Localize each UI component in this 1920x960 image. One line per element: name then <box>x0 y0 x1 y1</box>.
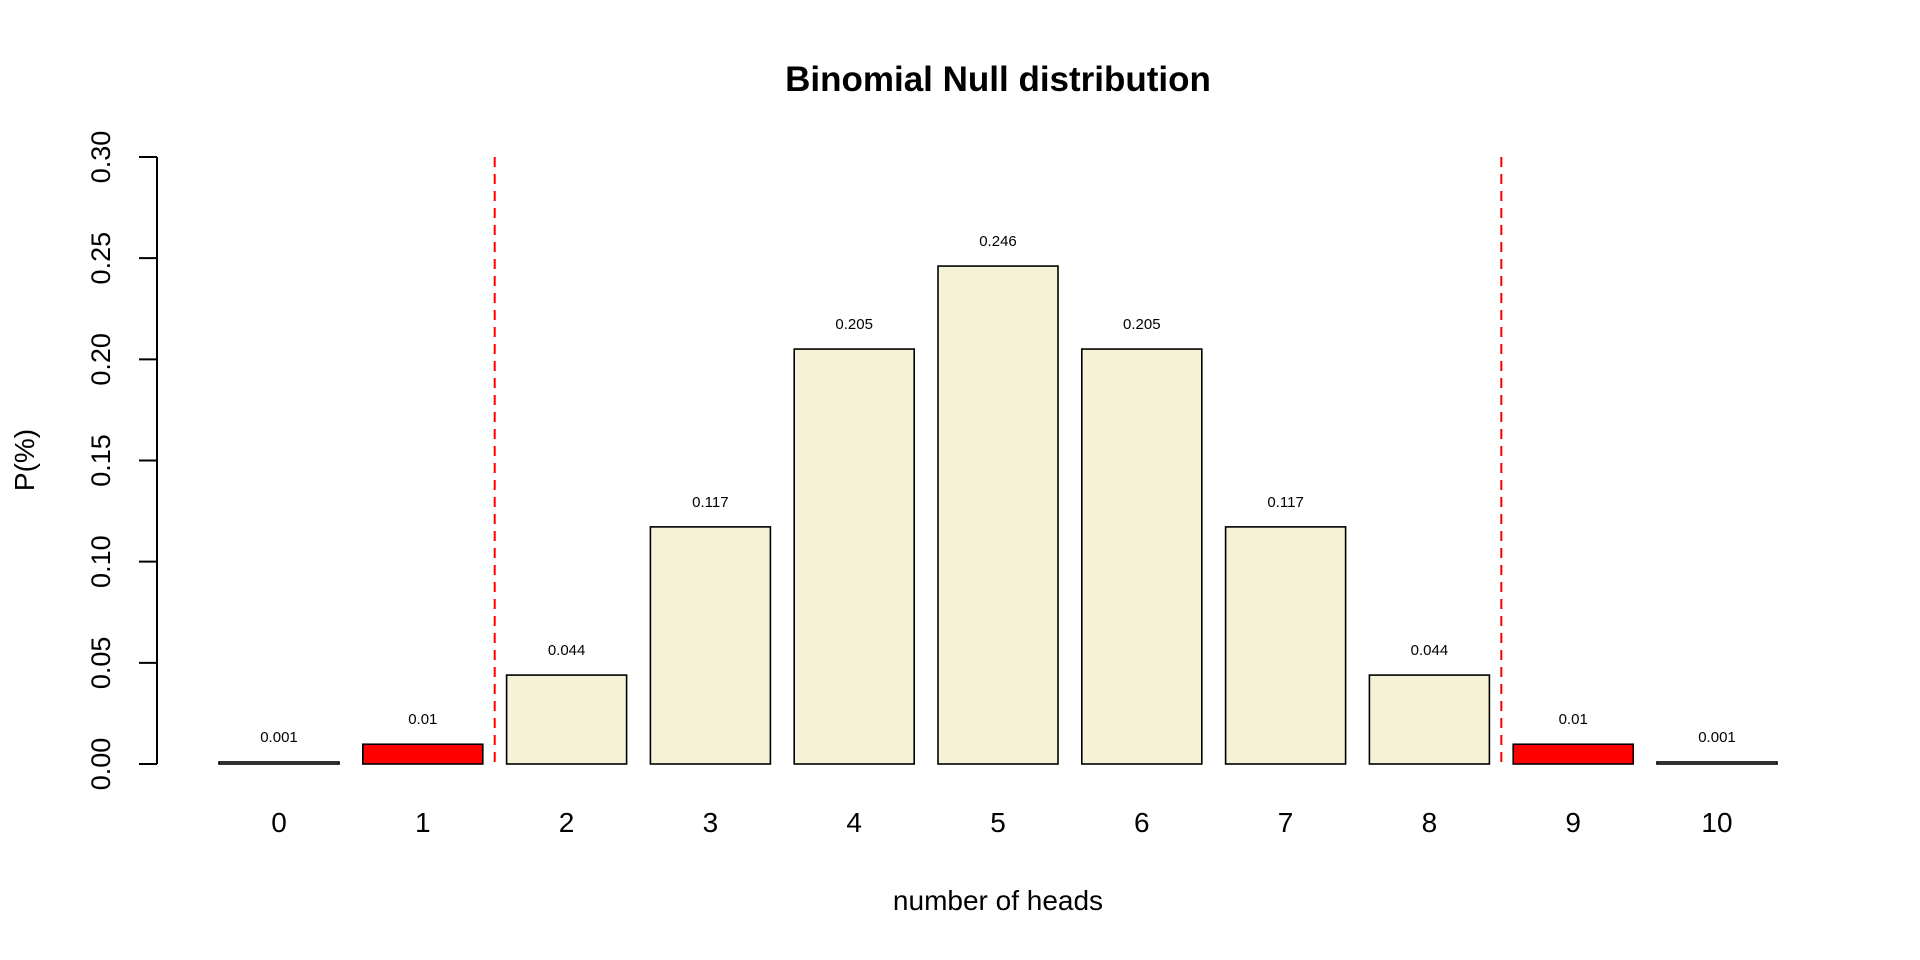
y-axis: 0.00 0.05 0.10 0.15 0.20 0.25 0.30 <box>86 131 158 791</box>
x-tick-label: 1 <box>415 807 431 838</box>
y-tick-label: 0.05 <box>86 637 116 690</box>
x-tick-label: 0 <box>271 807 287 838</box>
bar-2 <box>505 674 628 765</box>
x-tick-label: 5 <box>990 807 1006 838</box>
bar-3 <box>649 526 772 765</box>
bar-value-label: 0.044 <box>548 642 586 659</box>
x-tick-label: 4 <box>846 807 862 838</box>
bar-4 <box>793 348 916 765</box>
bar-value-label: 0.117 <box>1267 494 1303 511</box>
bar-1 <box>361 743 484 765</box>
bar-8 <box>1368 674 1491 765</box>
bar-0 <box>218 761 340 765</box>
bar-value-label: 0.01 <box>1559 711 1588 728</box>
bar-9 <box>1512 743 1634 765</box>
x-tick-label: 2 <box>559 807 575 838</box>
y-tick-label: 0.25 <box>86 232 116 285</box>
x-tick-label: 3 <box>703 807 719 838</box>
y-axis-label: P(%) <box>9 429 40 491</box>
bar-5 <box>937 265 1059 765</box>
x-tick-label: 9 <box>1565 807 1581 838</box>
bar-value-label: 0.205 <box>1123 316 1161 333</box>
bar-value-label: 0.001 <box>1698 729 1736 746</box>
bar-7 <box>1224 526 1347 765</box>
bar-10 <box>1656 761 1778 765</box>
bar-6 <box>1081 348 1203 765</box>
x-tick-label: 10 <box>1701 807 1732 838</box>
bars: 0.001 0 0.01 1 0.044 2 0.117 3 0.205 4 0.246 5 0.205… <box>218 233 1778 838</box>
chart-title: Binomial Null distribution <box>785 60 1211 99</box>
x-axis-label: number of heads <box>893 885 1103 916</box>
bar-value-label: 0.117 <box>692 494 728 511</box>
y-tick-label: 0.15 <box>86 434 116 487</box>
y-tick-label: 0.30 <box>86 131 116 184</box>
bar-value-label: 0.044 <box>1411 642 1449 659</box>
bar-value-label: 0.205 <box>835 316 873 333</box>
bar-value-label: 0.001 <box>260 729 298 746</box>
y-tick-label: 0.10 <box>86 535 116 588</box>
bar-value-label: 0.246 <box>979 233 1017 250</box>
y-tick-label: 0.00 <box>86 738 116 791</box>
bar-value-label: 0.01 <box>408 711 437 728</box>
x-tick-label: 6 <box>1134 807 1150 838</box>
x-tick-label: 7 <box>1278 807 1294 838</box>
x-tick-label: 8 <box>1422 807 1438 838</box>
y-tick-label: 0.20 <box>86 333 116 386</box>
